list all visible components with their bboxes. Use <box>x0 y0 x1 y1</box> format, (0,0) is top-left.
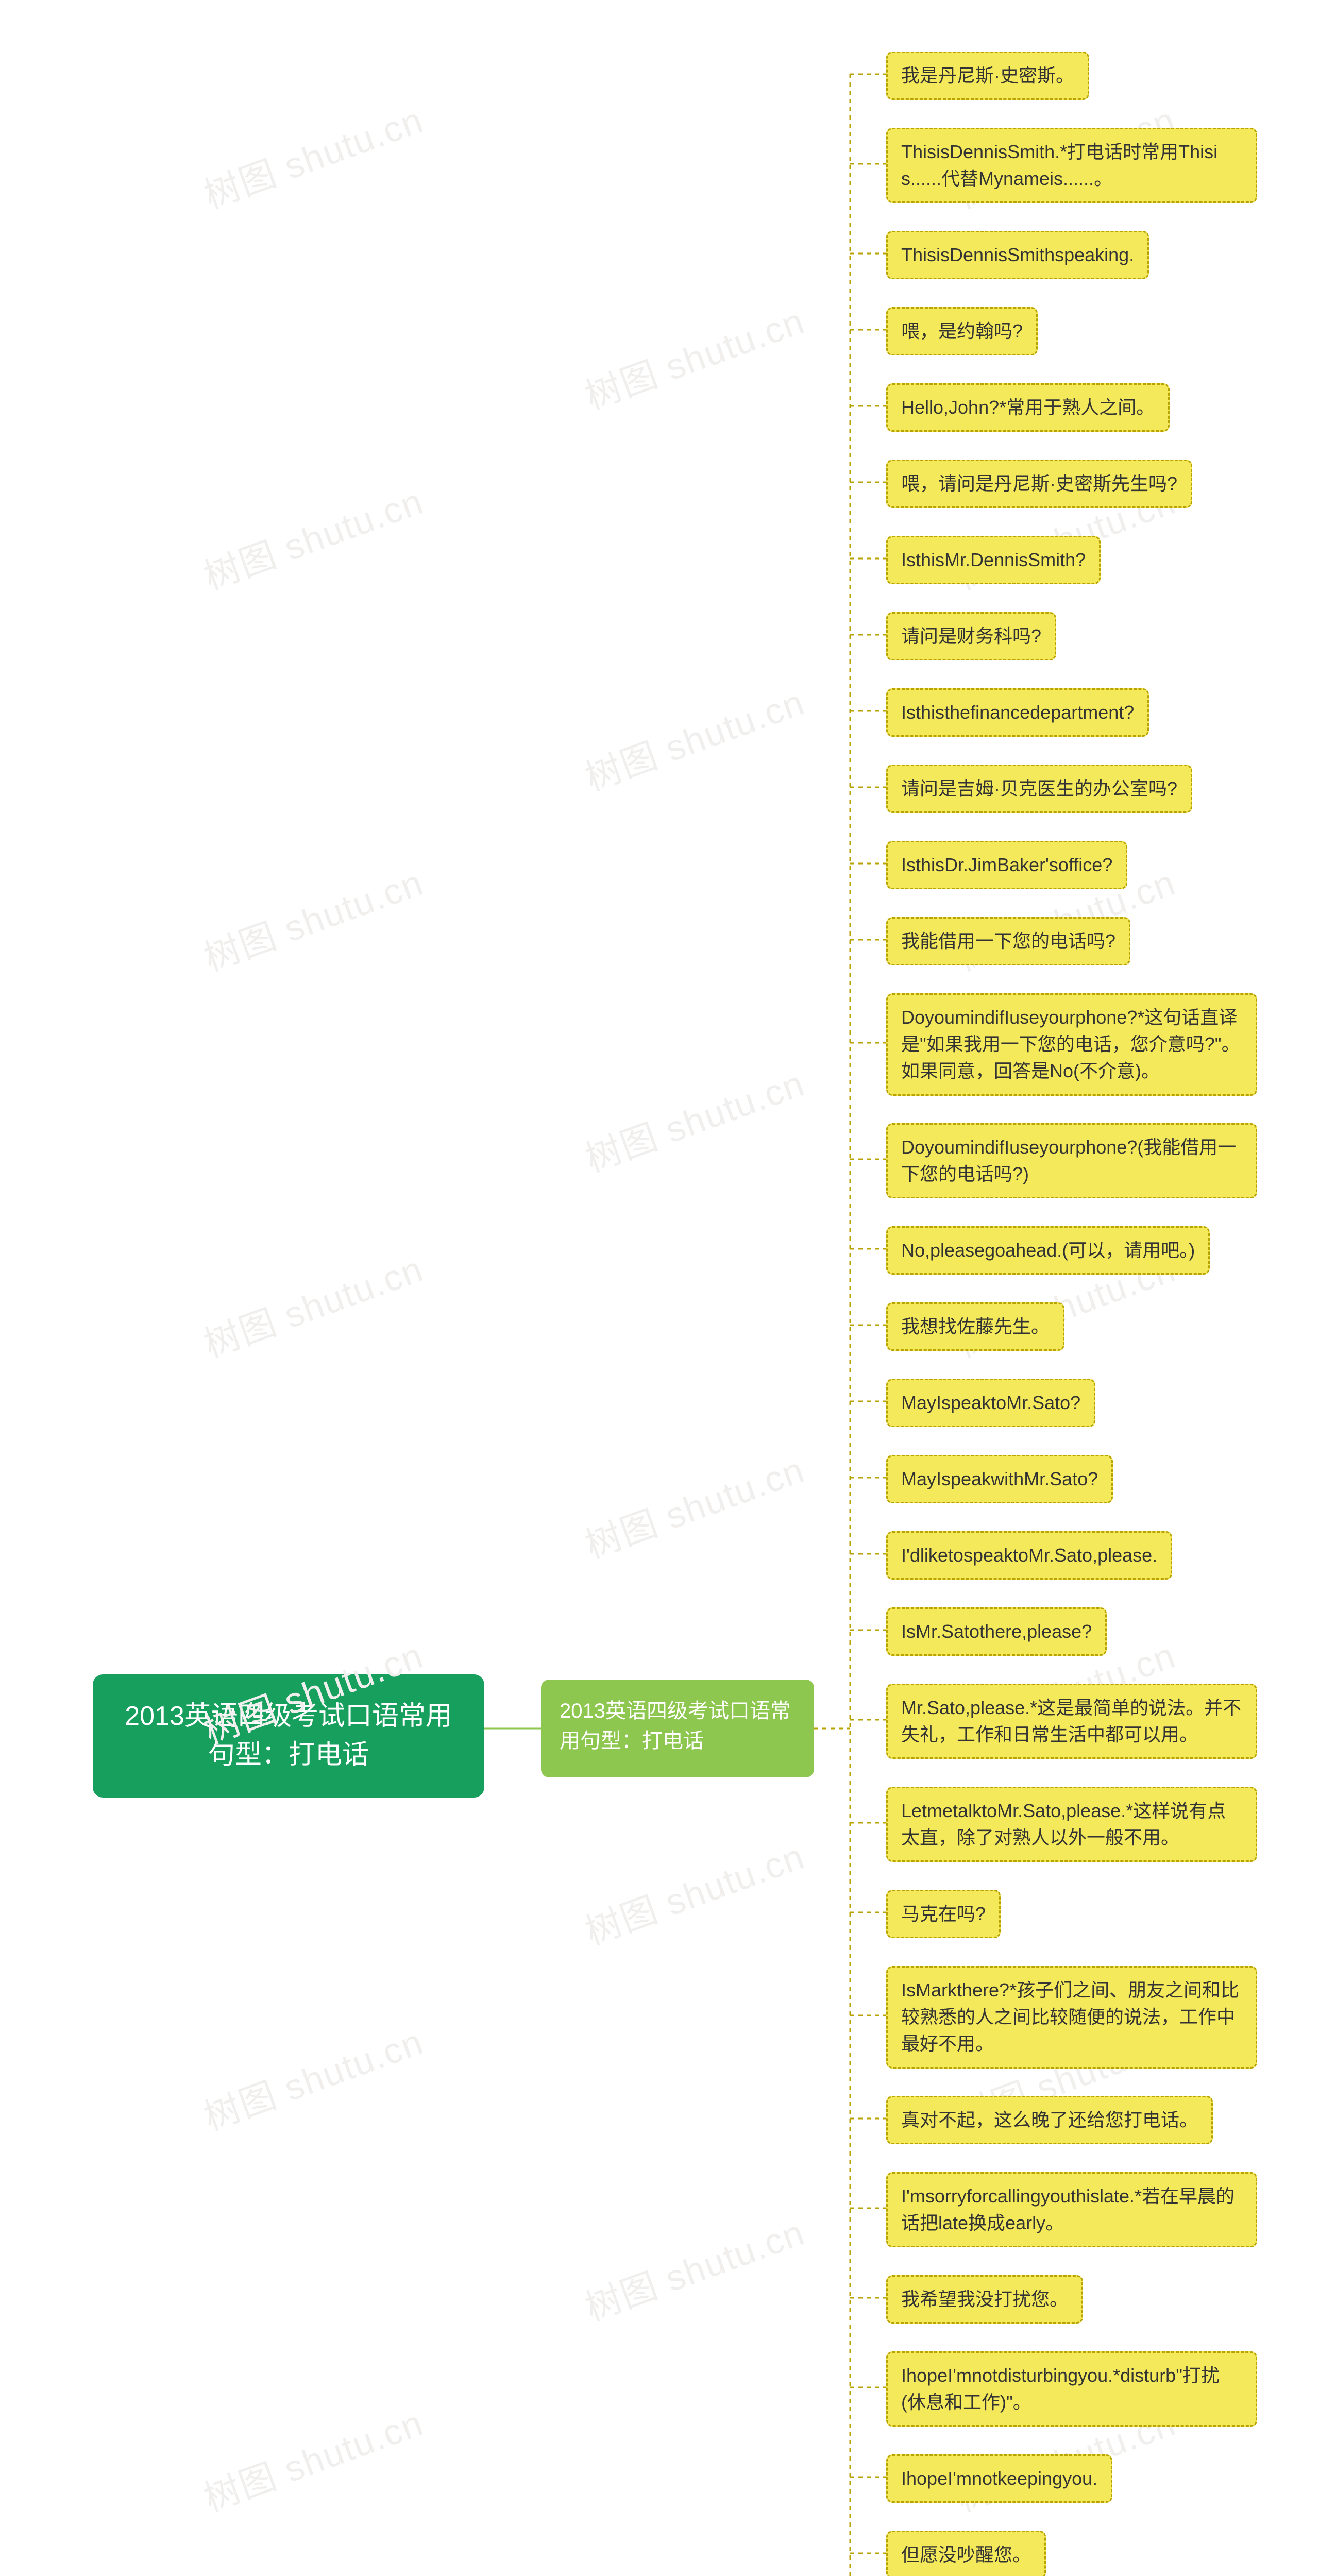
leaf-label: IsMarkthere?*孩子们之间、朋友之间和比较熟悉的人之间比较随便的说法，… <box>901 1979 1239 2054</box>
watermark: 树图 shutu.cn <box>577 1055 811 1182</box>
leaf-node[interactable]: IsthisDr.JimBaker'soffice? <box>886 841 1127 889</box>
leaf-label: DoyoumindifIuseyourphone?*这句话直译是"如果我用一下您… <box>901 1007 1240 1081</box>
leaf-node[interactable]: 我希望我没打扰您。 <box>886 2275 1083 2324</box>
leaf-label: I'msorryforcallingyouthislate.*若在早晨的话把la… <box>901 2185 1235 2233</box>
leaf-node[interactable]: ThisisDennisSmithspeaking. <box>886 231 1149 279</box>
watermark: 树图 shutu.cn <box>196 1240 430 1367</box>
leaf-node[interactable]: 喂，请问是丹尼斯·史密斯先生吗? <box>886 460 1192 508</box>
leaf-node[interactable]: DoyoumindifIuseyourphone?*这句话直译是"如果我用一下您… <box>886 993 1257 1096</box>
mindmap-canvas: 2013英语四级考试口语常用句型：打电话 2013英语四级考试口语常用句型：打电… <box>0 0 1319 2576</box>
leaf-label: 我想找佐藤先生。 <box>901 1316 1050 1337</box>
watermark: 树图 shutu.cn <box>577 1441 811 1568</box>
leaf-label: 请问是财务科吗? <box>901 625 1041 647</box>
watermark: 树图 shutu.cn <box>577 673 811 801</box>
watermark: 树图 shutu.cn <box>577 292 811 419</box>
leaf-node[interactable]: 我想找佐藤先生。 <box>886 1302 1064 1351</box>
leaf-label: Hello,John?*常用于熟人之间。 <box>901 397 1155 418</box>
leaf-label: MayIspeakwithMr.Sato? <box>901 1468 1098 1489</box>
leaf-label: I'dliketospeaktoMr.Sato,please. <box>901 1545 1157 1566</box>
leaf-node[interactable]: 真对不起，这么晚了还给您打电话。 <box>886 2096 1213 2144</box>
leaf-node[interactable]: Isthisthefinancedepartment? <box>886 688 1149 737</box>
leaf-label: MayIspeaktoMr.Sato? <box>901 1392 1080 1413</box>
leaf-node[interactable]: MayIspeakwithMr.Sato? <box>886 1455 1113 1503</box>
watermark: 树图 shutu.cn <box>196 2013 430 2140</box>
leaf-label: Isthisthefinancedepartment? <box>901 702 1134 723</box>
leaf-node[interactable]: No,pleasegoahead.(可以，请用吧。) <box>886 1226 1210 1275</box>
leaf-node[interactable]: Mr.Sato,please.*这是最简单的说法。并不失礼，工作和日常生活中都可… <box>886 1684 1257 1759</box>
sub-label: 2013英语四级考试口语常用句型：打电话 <box>560 1700 791 1752</box>
leaf-label: 喂，是约翰吗? <box>901 320 1023 342</box>
leaf-label: 我希望我没打扰您。 <box>901 2289 1068 2310</box>
watermark: 树图 shutu.cn <box>196 472 430 600</box>
leaf-label: ThisisDennisSmithspeaking. <box>901 244 1134 265</box>
leaf-node[interactable]: 马克在吗? <box>886 1890 1001 1938</box>
root-node[interactable]: 2013英语四级考试口语常用句型：打电话 <box>93 1674 484 1798</box>
leaf-node[interactable]: IhopeI'mnotdisturbingyou.*disturb"打扰(休息和… <box>886 2351 1257 2427</box>
leaf-label: 喂，请问是丹尼斯·史密斯先生吗? <box>901 473 1177 494</box>
leaf-label: IsMr.Satothere,please? <box>901 1621 1092 1642</box>
leaf-node[interactable]: I'dliketospeaktoMr.Sato,please. <box>886 1531 1172 1580</box>
leaf-label: Mr.Sato,please.*这是最简单的说法。并不失礼，工作和日常生活中都可… <box>901 1697 1241 1745</box>
leaf-node[interactable]: IhopeI'mnotkeepingyou. <box>886 2454 1112 2503</box>
leaf-label: IsthisMr.DennisSmith? <box>901 549 1086 570</box>
root-label: 2013英语四级考试口语常用句型：打电话 <box>125 1701 452 1770</box>
leaf-node[interactable]: Hello,John?*常用于熟人之间。 <box>886 383 1170 432</box>
watermark: 树图 shutu.cn <box>577 1827 811 1955</box>
leaf-label: IhopeI'mnotkeepingyou. <box>901 2468 1097 2489</box>
leaf-label: 真对不起，这么晚了还给您打电话。 <box>901 2109 1198 2130</box>
sub-node[interactable]: 2013英语四级考试口语常用句型：打电话 <box>541 1680 814 1777</box>
leaf-label: IhopeI'mnotdisturbingyou.*disturb"打扰(休息和… <box>901 2365 1220 2413</box>
watermark: 树图 shutu.cn <box>196 2394 430 2521</box>
leaf-label: 但愿没吵醒您。 <box>901 2544 1031 2565</box>
leaf-label: 马克在吗? <box>901 1903 986 1924</box>
leaf-node[interactable]: 喂，是约翰吗? <box>886 307 1038 355</box>
leaf-label: IsthisDr.JimBaker'soffice? <box>901 854 1112 875</box>
leaf-node[interactable]: 请问是吉姆·贝克医生的办公室吗? <box>886 765 1192 813</box>
leaf-node[interactable]: 我能借用一下您的电话吗? <box>886 917 1130 965</box>
leaf-node[interactable]: I'msorryforcallingyouthislate.*若在早晨的话把la… <box>886 2172 1257 2247</box>
leaf-node[interactable]: LetmetalktoMr.Sato,please.*这样说有点太直，除了对熟人… <box>886 1787 1257 1862</box>
leaf-node[interactable]: 请问是财务科吗? <box>886 612 1056 660</box>
leaf-node[interactable]: 我是丹尼斯·史密斯。 <box>886 52 1089 100</box>
leaf-node[interactable]: IsMarkthere?*孩子们之间、朋友之间和比较熟悉的人之间比较随便的说法，… <box>886 1966 1257 2069</box>
leaf-node[interactable]: ThisisDennisSmith.*打电话时常用Thisis......代替M… <box>886 128 1257 203</box>
leaf-node[interactable]: MayIspeaktoMr.Sato? <box>886 1379 1095 1427</box>
watermark: 树图 shutu.cn <box>196 854 430 981</box>
leaf-node[interactable]: IsMr.Satothere,please? <box>886 1607 1107 1656</box>
leaf-label: ThisisDennisSmith.*打电话时常用Thisis......代替M… <box>901 141 1217 189</box>
leaf-node[interactable]: IsthisMr.DennisSmith? <box>886 536 1101 584</box>
leaf-label: 我是丹尼斯·史密斯。 <box>901 65 1074 86</box>
watermark: 树图 shutu.cn <box>196 91 430 218</box>
leaf-label: 请问是吉姆·贝克医生的办公室吗? <box>901 778 1177 799</box>
leaf-node[interactable]: 但愿没吵醒您。 <box>886 2531 1046 2576</box>
leaf-label: 我能借用一下您的电话吗? <box>901 930 1115 952</box>
leaf-label: DoyoumindifIuseyourphone?(我能借用一下您的电话吗?) <box>901 1137 1236 1184</box>
watermark: 树图 shutu.cn <box>577 2204 811 2331</box>
leaf-label: LetmetalktoMr.Sato,please.*这样说有点太直，除了对熟人… <box>901 1800 1226 1848</box>
leaf-label: No,pleasegoahead.(可以，请用吧。) <box>901 1240 1195 1261</box>
leaf-node[interactable]: DoyoumindifIuseyourphone?(我能借用一下您的电话吗?) <box>886 1123 1257 1198</box>
